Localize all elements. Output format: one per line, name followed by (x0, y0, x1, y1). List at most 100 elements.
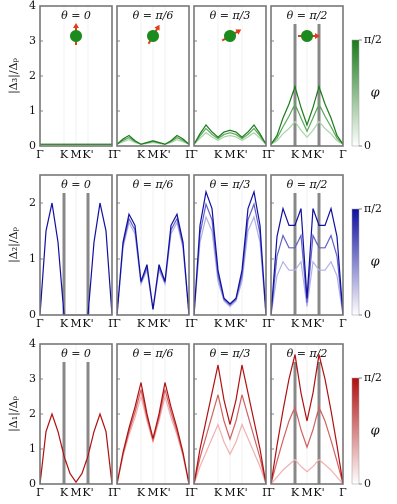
x-tick-label: M (70, 148, 81, 161)
x-tick-label: Γ (267, 486, 275, 499)
x-tick-label: M (224, 148, 235, 161)
panel-title: θ = 0 (61, 347, 91, 360)
colorbar-tick-label: 0 (364, 308, 371, 321)
series-line (193, 201, 267, 316)
x-tick-label: Γ (262, 486, 270, 499)
series-line (193, 394, 267, 485)
series-line (270, 102, 344, 145)
y-tick-label: 0 (29, 477, 36, 490)
x-tick-label: K (291, 486, 300, 499)
y-tick-label: 3 (29, 34, 36, 47)
panel-title: θ = π/6 (133, 347, 174, 360)
x-tick-label: M (147, 486, 158, 499)
x-tick-label: Γ (262, 148, 270, 161)
x-tick-label: Γ (113, 148, 121, 161)
x-tick-label: K' (236, 148, 247, 161)
series-line (116, 134, 190, 145)
atom (301, 30, 313, 42)
x-tick-label: Γ (267, 148, 275, 161)
panel-title: θ = π/3 (210, 347, 251, 360)
x-tick-label: Γ (339, 486, 347, 499)
panel-title: θ = π/3 (210, 9, 251, 22)
x-tick-label: K (60, 148, 69, 161)
series-line (270, 458, 344, 485)
x-tick-label: M (301, 317, 312, 330)
x-tick-label: K (60, 317, 69, 330)
panel-title: θ = 0 (61, 178, 91, 191)
x-tick-label: M (70, 317, 81, 330)
x-tick-label: Γ (36, 317, 44, 330)
series-line (193, 364, 267, 485)
colorbar-label: φ (370, 86, 380, 101)
x-tick-label: K' (82, 317, 93, 330)
panel-frame (193, 343, 267, 485)
x-tick-label: K' (236, 317, 247, 330)
series-line (116, 212, 190, 316)
series-line (193, 189, 267, 316)
x-tick-label: Γ (113, 317, 121, 330)
panel-title: θ = π/2 (287, 9, 328, 22)
x-tick-label: Γ (185, 486, 193, 499)
colorbar-label: φ (370, 424, 380, 439)
panel-title: θ = π/6 (133, 9, 174, 22)
atom (224, 30, 236, 42)
x-tick-label: M (224, 486, 235, 499)
x-tick-label: K' (159, 486, 170, 499)
series-line (270, 260, 344, 316)
series-line (270, 84, 344, 145)
x-tick-label: Γ (185, 317, 193, 330)
y-axis-label: |Δ₃|/Δₚ (7, 57, 21, 93)
x-tick-label: M (147, 148, 158, 161)
x-tick-label: K (291, 317, 300, 330)
spin-arrow-head (235, 29, 242, 35)
series-line (193, 127, 267, 145)
x-tick-label: Γ (267, 317, 275, 330)
series-line (270, 206, 344, 316)
spin-arrow-head (154, 24, 160, 31)
colorbar-tick-label: π/2 (364, 33, 382, 46)
x-tick-label: K (214, 148, 223, 161)
series-line (116, 139, 190, 145)
x-tick-label: Γ (339, 317, 347, 330)
x-tick-label: M (147, 317, 158, 330)
series-line (270, 354, 344, 485)
panel-frame (39, 343, 113, 485)
x-tick-label: K' (313, 317, 324, 330)
x-tick-label: K (137, 317, 146, 330)
panel-frame (270, 174, 344, 316)
x-tick-label: K (291, 148, 300, 161)
series-line (270, 405, 344, 485)
spin-arrow-head (315, 33, 320, 39)
x-tick-label: Γ (185, 148, 193, 161)
panel-title: θ = π/2 (287, 347, 328, 360)
series-line (193, 124, 267, 145)
y-tick-label: 1 (29, 104, 36, 117)
x-tick-label: K' (82, 148, 93, 161)
panel-frame (116, 174, 190, 316)
series-line (270, 233, 344, 316)
x-tick-label: K' (313, 486, 324, 499)
series-line (193, 215, 267, 316)
x-tick-label: K (137, 486, 146, 499)
x-tick-label: Γ (36, 486, 44, 499)
colorbar-tick-label: 0 (364, 139, 371, 152)
x-tick-label: K (214, 486, 223, 499)
series-line (39, 412, 113, 485)
x-tick-label: K' (313, 148, 324, 161)
panel-frame (270, 343, 344, 485)
x-tick-label: M (70, 486, 81, 499)
y-tick-label: 4 (29, 0, 36, 12)
colorbar (351, 208, 360, 316)
series-line (116, 389, 190, 485)
series-line (193, 422, 267, 485)
panel-frame (193, 174, 267, 316)
panel-frame (39, 174, 113, 316)
y-axis-label: |Δ₂|/Δₚ (7, 226, 21, 262)
x-tick-label: K' (236, 486, 247, 499)
y-tick-label: 0 (29, 139, 36, 152)
atom (147, 30, 159, 42)
x-tick-label: K' (159, 148, 170, 161)
panel-title: θ = 0 (61, 9, 91, 22)
y-tick-label: 3 (29, 372, 36, 385)
